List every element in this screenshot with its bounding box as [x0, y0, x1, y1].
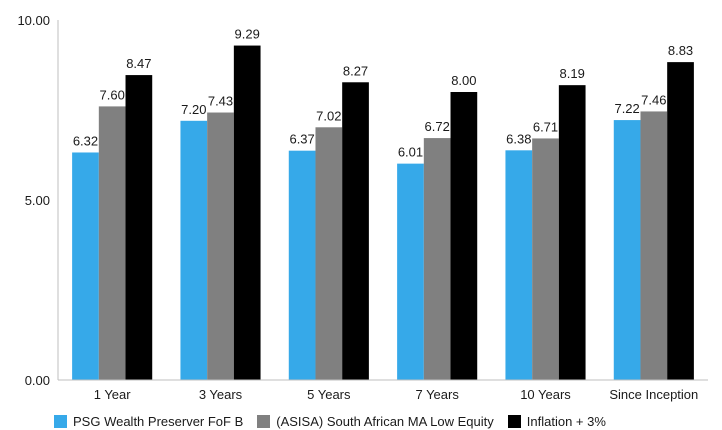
data-label: 8.00: [451, 73, 476, 88]
bar: [342, 82, 369, 380]
data-label: 6.72: [425, 119, 450, 134]
data-label: 8.83: [668, 43, 693, 58]
bar: [125, 75, 153, 380]
bar: [505, 150, 533, 380]
y-tick-label: 5.00: [25, 193, 50, 208]
bar: [72, 152, 99, 380]
x-tick-label: 3 Years: [199, 387, 243, 402]
bar: [397, 163, 424, 380]
bar: [640, 111, 668, 380]
x-tick-label: 5 Years: [307, 387, 351, 402]
x-tick-label: 10 Years: [520, 387, 571, 402]
data-label: 7.02: [316, 108, 341, 123]
y-tick-label: 10.00: [17, 13, 50, 28]
legend-label: (ASISA) South African MA Low Equity: [276, 414, 494, 429]
data-label: 8.27: [343, 63, 368, 78]
legend-swatch: [257, 415, 271, 428]
x-tick-label: Since Inception: [609, 387, 698, 402]
data-label: 7.60: [100, 87, 125, 102]
bar: [532, 138, 559, 380]
bar: [613, 120, 641, 380]
legend-swatch: [54, 415, 67, 428]
bar: [180, 120, 208, 381]
bar: [288, 150, 316, 380]
legend-label: Inflation + 3%: [526, 414, 606, 429]
bar: [667, 62, 694, 381]
legend-item: PSG Wealth Preserver FoF B: [54, 414, 243, 429]
legend-item: (ASISA) South African MA Low Equity: [257, 414, 494, 429]
data-label: 6.01: [398, 145, 423, 160]
data-label: 6.38: [506, 131, 531, 146]
y-axis: 0.00 5.00 10.00: [17, 13, 59, 388]
data-label: 7.22: [614, 101, 639, 116]
data-labels: 6.32 7.60 8.47 7.207.43 9.29 6.377.02 8.27 6.01…: [73, 27, 693, 160]
data-label: 7.20: [181, 102, 206, 117]
bar: [423, 138, 451, 380]
legend-swatch: [507, 415, 521, 428]
data-label: 7.46: [641, 92, 666, 107]
x-tick-label: 1 Year: [94, 387, 132, 402]
x-tick-label: 7 Years: [415, 387, 459, 402]
legend-item: Inflation + 3%: [507, 414, 606, 429]
data-label: 8.47: [126, 56, 151, 71]
bar: [207, 112, 234, 381]
y-tick-label: 0.00: [25, 373, 50, 388]
data-label: 9.29: [235, 27, 260, 42]
chart-legend: PSG Wealth Preserver FoF B (ASISA) South …: [54, 414, 620, 429]
legend-label: PSG Wealth Preserver FoF B: [73, 414, 244, 429]
bar: [558, 85, 586, 380]
bar: [98, 106, 126, 381]
bars: [72, 45, 694, 381]
data-label: 6.71: [533, 119, 558, 134]
bar: [233, 45, 261, 381]
x-axis: 1 Year 3 Years 5 Years 7 Years 10 Years Since…: [58, 379, 708, 402]
bar: [315, 127, 343, 380]
data-label: 6.32: [73, 133, 98, 148]
data-label: 8.19: [560, 66, 585, 81]
bar: [450, 92, 478, 380]
data-label: 7.43: [208, 94, 233, 109]
data-label: 6.37: [289, 132, 314, 147]
